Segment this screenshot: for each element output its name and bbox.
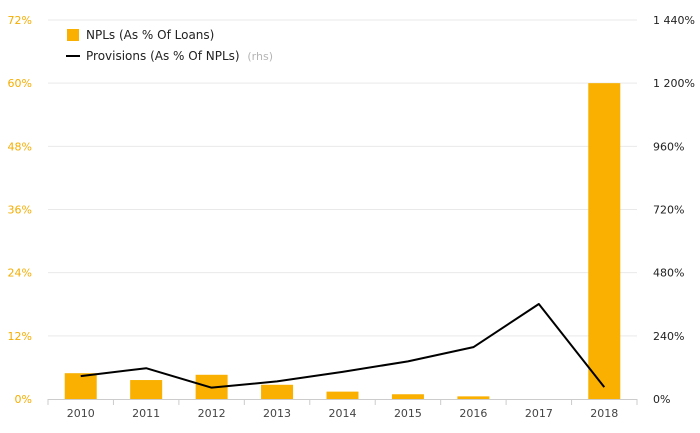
x-axis: 2010 2011 2012 2013 2014 2015 2016 2017 2018 xyxy=(47,399,638,420)
left-y-axis: 0% 12% 24% 36% 48% 60% 72% xyxy=(8,14,32,406)
x-tick-label: 2013 xyxy=(263,407,291,420)
legend: NPLs (As % Of Loans) Provisions (As % Of… xyxy=(66,28,273,63)
gridlines xyxy=(48,19,637,337)
x-tick-label: 2014 xyxy=(329,407,357,420)
x-tick-label: 2012 xyxy=(198,407,226,420)
npl-bar xyxy=(64,373,97,399)
y-left-tick-label: 12% xyxy=(8,330,32,343)
y-left-tick-label: 60% xyxy=(8,77,32,90)
y-right-tick-label: 240% xyxy=(653,330,684,343)
y-right-tick-label: 480% xyxy=(653,267,684,280)
x-tick-label: 2017 xyxy=(525,407,553,420)
npl-bar xyxy=(588,83,621,400)
npl-bar xyxy=(391,394,424,399)
x-tick-label: 2010 xyxy=(67,407,95,420)
y-left-tick-label: 48% xyxy=(8,140,32,153)
y-left-tick-label: 72% xyxy=(8,14,32,27)
provisions-line-group xyxy=(80,302,606,389)
y-left-tick-label: 0% xyxy=(15,393,32,406)
npl-bar xyxy=(261,384,294,399)
x-tick-label: 2011 xyxy=(132,407,160,420)
y-left-tick-label: 24% xyxy=(8,267,32,280)
legend-label-npls: NPLs (As % Of Loans) xyxy=(86,28,214,42)
y-left-tick-label: 36% xyxy=(8,204,32,217)
npl-bars xyxy=(64,83,621,400)
y-right-tick-label: 960% xyxy=(653,140,684,153)
right-y-axis: 0% 240% 480% 720% 960% 1 200% 1 440% xyxy=(653,14,695,406)
npl-bar xyxy=(130,380,163,399)
npl-bar xyxy=(326,391,359,399)
x-tick-label: 2018 xyxy=(590,407,618,420)
legend-label-provisions-suffix: (rhs) xyxy=(247,50,273,63)
npl-bar xyxy=(457,396,490,399)
y-right-tick-label: 720% xyxy=(653,204,684,217)
legend-swatch-npls xyxy=(67,29,79,41)
y-right-tick-label: 1 440% xyxy=(653,14,695,27)
legend-label-provisions: Provisions (As % Of NPLs) (rhs) xyxy=(86,49,273,63)
y-right-tick-label: 0% xyxy=(653,393,670,406)
x-tick-label: 2015 xyxy=(394,407,422,420)
x-tick-label: 2016 xyxy=(459,407,487,420)
y-right-tick-label: 1 200% xyxy=(653,77,695,90)
legend-label-provisions-name: Provisions (As % Of NPLs) xyxy=(86,49,240,63)
provisions-line xyxy=(80,302,606,389)
